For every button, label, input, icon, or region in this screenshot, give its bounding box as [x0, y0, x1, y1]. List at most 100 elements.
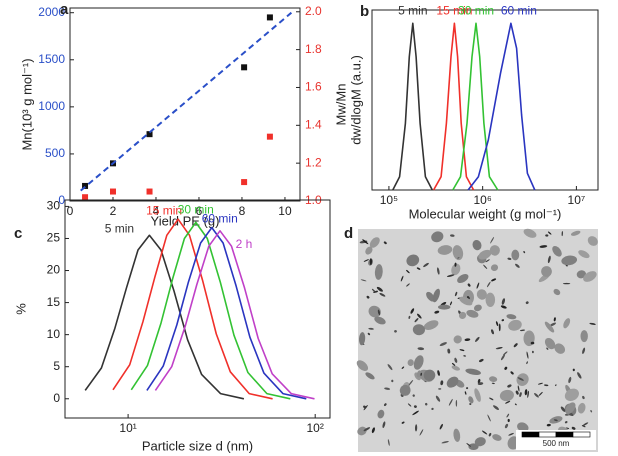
particle — [363, 259, 369, 262]
particle — [489, 245, 500, 256]
particle — [363, 405, 367, 409]
particle — [412, 410, 419, 416]
particle — [458, 311, 467, 319]
particle — [474, 437, 486, 447]
marker — [241, 64, 248, 71]
particle — [423, 320, 439, 330]
particle — [492, 434, 502, 441]
particle — [406, 254, 420, 267]
particle — [523, 228, 537, 238]
y-tick-label: 25 — [47, 231, 61, 245]
particle — [454, 291, 458, 297]
x-axis-label: Molecular weight (g mol⁻¹) — [409, 206, 562, 221]
particle — [572, 368, 575, 372]
particle — [420, 372, 423, 376]
particle — [497, 347, 503, 350]
marker — [146, 188, 153, 195]
particle — [450, 234, 455, 237]
particle — [435, 395, 441, 402]
particle — [507, 257, 512, 260]
particle — [437, 370, 440, 376]
particle — [383, 241, 387, 245]
series-line — [112, 218, 273, 400]
particle — [568, 376, 572, 384]
particle — [531, 350, 534, 354]
particle — [423, 262, 429, 268]
particles — [356, 228, 598, 451]
particle — [473, 304, 482, 312]
particle — [520, 329, 525, 332]
fit-line — [80, 11, 293, 192]
particle — [384, 387, 391, 390]
panel-label: d — [344, 225, 353, 242]
series-label: 30 min — [178, 203, 214, 217]
particle — [541, 266, 552, 277]
particle — [526, 361, 529, 365]
y2-tick-label: 1.4 — [305, 117, 322, 131]
particle — [544, 337, 556, 350]
particle — [414, 318, 419, 323]
plot-frame — [64, 199, 331, 419]
particle — [465, 368, 481, 376]
particle — [582, 347, 586, 354]
particle — [416, 267, 421, 270]
particle — [565, 402, 576, 414]
particle — [466, 387, 469, 390]
particle — [539, 245, 548, 248]
particle — [469, 403, 472, 405]
plot-frame — [69, 7, 301, 202]
x-axis-label: Yield PE (g) — [151, 213, 220, 228]
y-tick-label: 2000 — [38, 5, 65, 19]
particle — [387, 439, 390, 446]
particle — [498, 323, 501, 332]
particle — [368, 327, 374, 330]
particle — [580, 330, 588, 343]
particle — [454, 262, 457, 267]
particle — [478, 249, 492, 260]
particle — [544, 321, 555, 333]
particle — [491, 329, 494, 335]
particle — [416, 370, 422, 378]
particle — [499, 389, 514, 402]
y2-tick-label: 2.0 — [305, 4, 322, 18]
particle — [553, 288, 561, 296]
particle — [363, 427, 371, 432]
particle — [506, 413, 510, 418]
particle — [437, 245, 453, 255]
particle — [466, 443, 472, 447]
particle — [590, 409, 593, 413]
particle — [554, 384, 557, 387]
particle — [365, 246, 373, 255]
particle — [408, 379, 414, 386]
marker — [82, 182, 89, 189]
particle — [449, 301, 453, 306]
y-tick-label: 500 — [45, 146, 65, 160]
x-tick-label: 10⁶ — [474, 193, 492, 207]
particle — [500, 305, 507, 309]
x-tick-label: 2 — [110, 204, 117, 218]
particle — [513, 343, 518, 348]
particle — [464, 338, 471, 342]
series-label: 30 min — [458, 4, 494, 18]
particle — [560, 406, 566, 412]
particle — [564, 388, 579, 402]
particle — [523, 251, 526, 254]
particle — [446, 376, 459, 388]
marker — [266, 133, 273, 140]
particle — [587, 236, 598, 246]
series-label: 60 min — [202, 212, 238, 226]
particle — [508, 319, 522, 331]
particle — [453, 428, 461, 442]
particle — [546, 423, 551, 427]
particle — [455, 399, 458, 407]
particle — [583, 271, 597, 282]
particle — [582, 395, 585, 400]
series-label: 15 min — [436, 4, 472, 18]
particle — [358, 332, 366, 346]
particle — [407, 359, 414, 366]
particle — [399, 384, 411, 396]
y-axis-label: % — [13, 303, 28, 315]
particle — [401, 421, 405, 424]
particle — [391, 379, 394, 383]
series-label: 2 h — [236, 237, 253, 251]
